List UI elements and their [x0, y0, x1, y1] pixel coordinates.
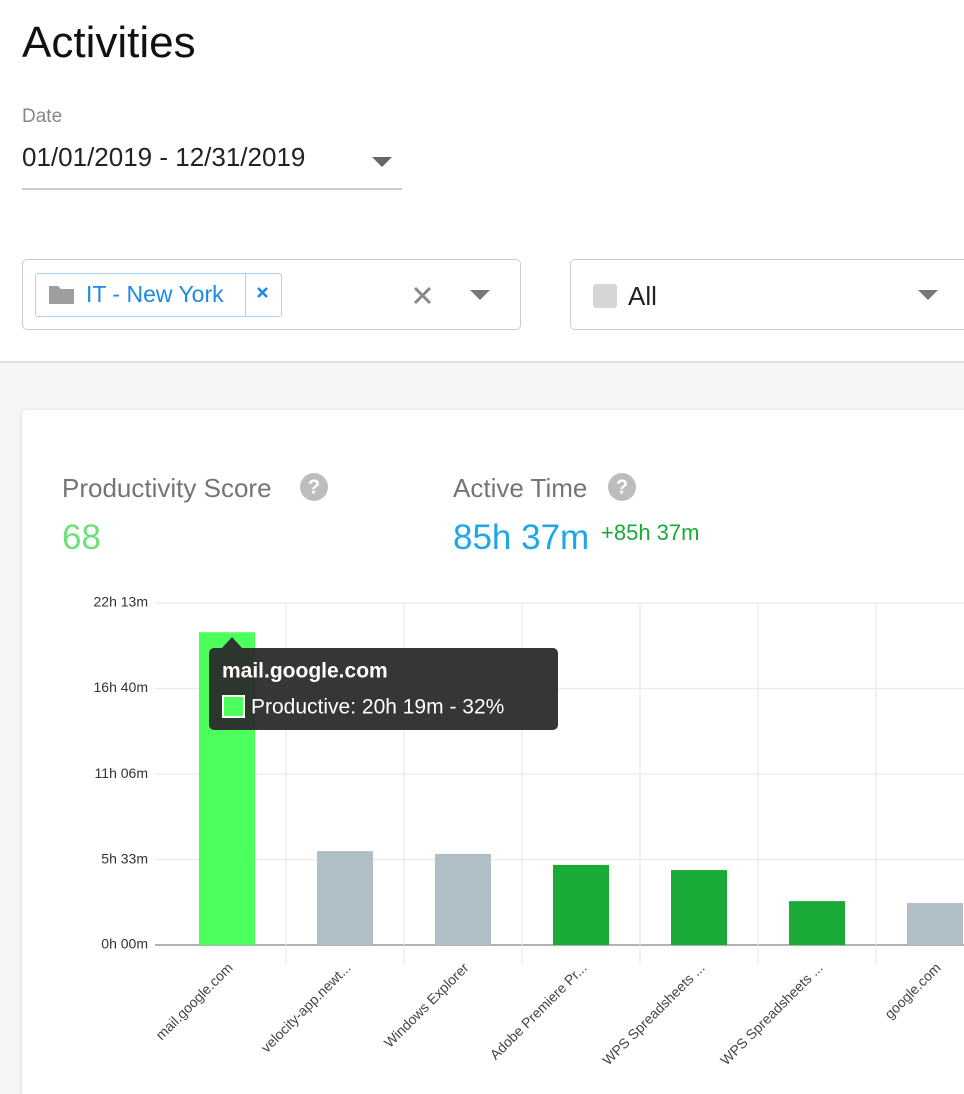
x-tick-label: google.com [881, 959, 944, 1022]
chip-divider [245, 273, 246, 317]
y-tick-label: 5h 33m [101, 850, 148, 866]
tooltip-box [209, 637, 558, 730]
svg-text:?: ? [616, 476, 628, 498]
x-tick-label: Adobe Premiere Pr... [487, 959, 590, 1062]
group-chip[interactable] [35, 273, 282, 317]
tooltip-text: Productive: 20h 19m - 32% [251, 696, 504, 719]
date-label: Date [22, 106, 63, 127]
bar [907, 902, 963, 945]
y-tick-label: 0h 00m [101, 936, 148, 952]
bar [435, 853, 491, 945]
dropdown-arrow[interactable] [370, 154, 394, 170]
clear-button[interactable] [412, 285, 434, 307]
stat-label: Active Time [453, 473, 588, 503]
tooltip: mail.google.com Productive: 20h 19m - 32% [209, 637, 558, 730]
group-select[interactable] [22, 259, 521, 330]
chip-remove[interactable] [255, 285, 271, 301]
x-tick-label: WPS Spreadsheets ... [599, 959, 708, 1068]
header-area: Activities Date 01/01/2019 - 12/31/2019 … [0, 0, 964, 363]
y-tick-label: 22h 13m [94, 594, 148, 610]
date-value[interactable]: 01/01/2019 - 12/31/2019 [22, 142, 306, 172]
help-icon[interactable]: ? [300, 473, 330, 503]
help-icon[interactable]: ? [608, 473, 638, 503]
type-value: All [628, 281, 657, 311]
bar [789, 901, 845, 945]
stat-label: Productivity Score [62, 473, 272, 503]
type-dropdown-arrow[interactable] [916, 287, 940, 303]
y-tick-label: 11h 06m [95, 765, 148, 781]
group-dropdown-arrow[interactable] [468, 287, 492, 303]
date-underline [22, 188, 402, 190]
chart-card [22, 410, 964, 1094]
stat-value: 85h 37m [453, 518, 590, 557]
svg-text:?: ? [308, 476, 320, 498]
x-tick-label: WPS Spreadsheets ... [717, 959, 826, 1068]
bar [317, 851, 373, 945]
x-tick-label: mail.google.com [152, 959, 235, 1042]
stat-value: 68 [62, 518, 101, 557]
bar [553, 864, 609, 945]
bar [671, 870, 727, 945]
page-title: Activities [22, 18, 196, 67]
x-tick-label: velocity-app.newt... [258, 959, 354, 1055]
checkbox[interactable] [593, 284, 617, 308]
folder-icon [49, 286, 74, 304]
tooltip-swatch [222, 695, 245, 718]
stat-delta: +85h 37m [601, 520, 700, 545]
type-select[interactable] [570, 259, 964, 330]
x-tick-label: Windows Explorer [381, 959, 472, 1050]
tooltip-title: mail.google.com [222, 660, 388, 683]
y-tick-label: 16h 40m [94, 679, 148, 695]
group-chip-label: IT - New York [86, 281, 224, 307]
